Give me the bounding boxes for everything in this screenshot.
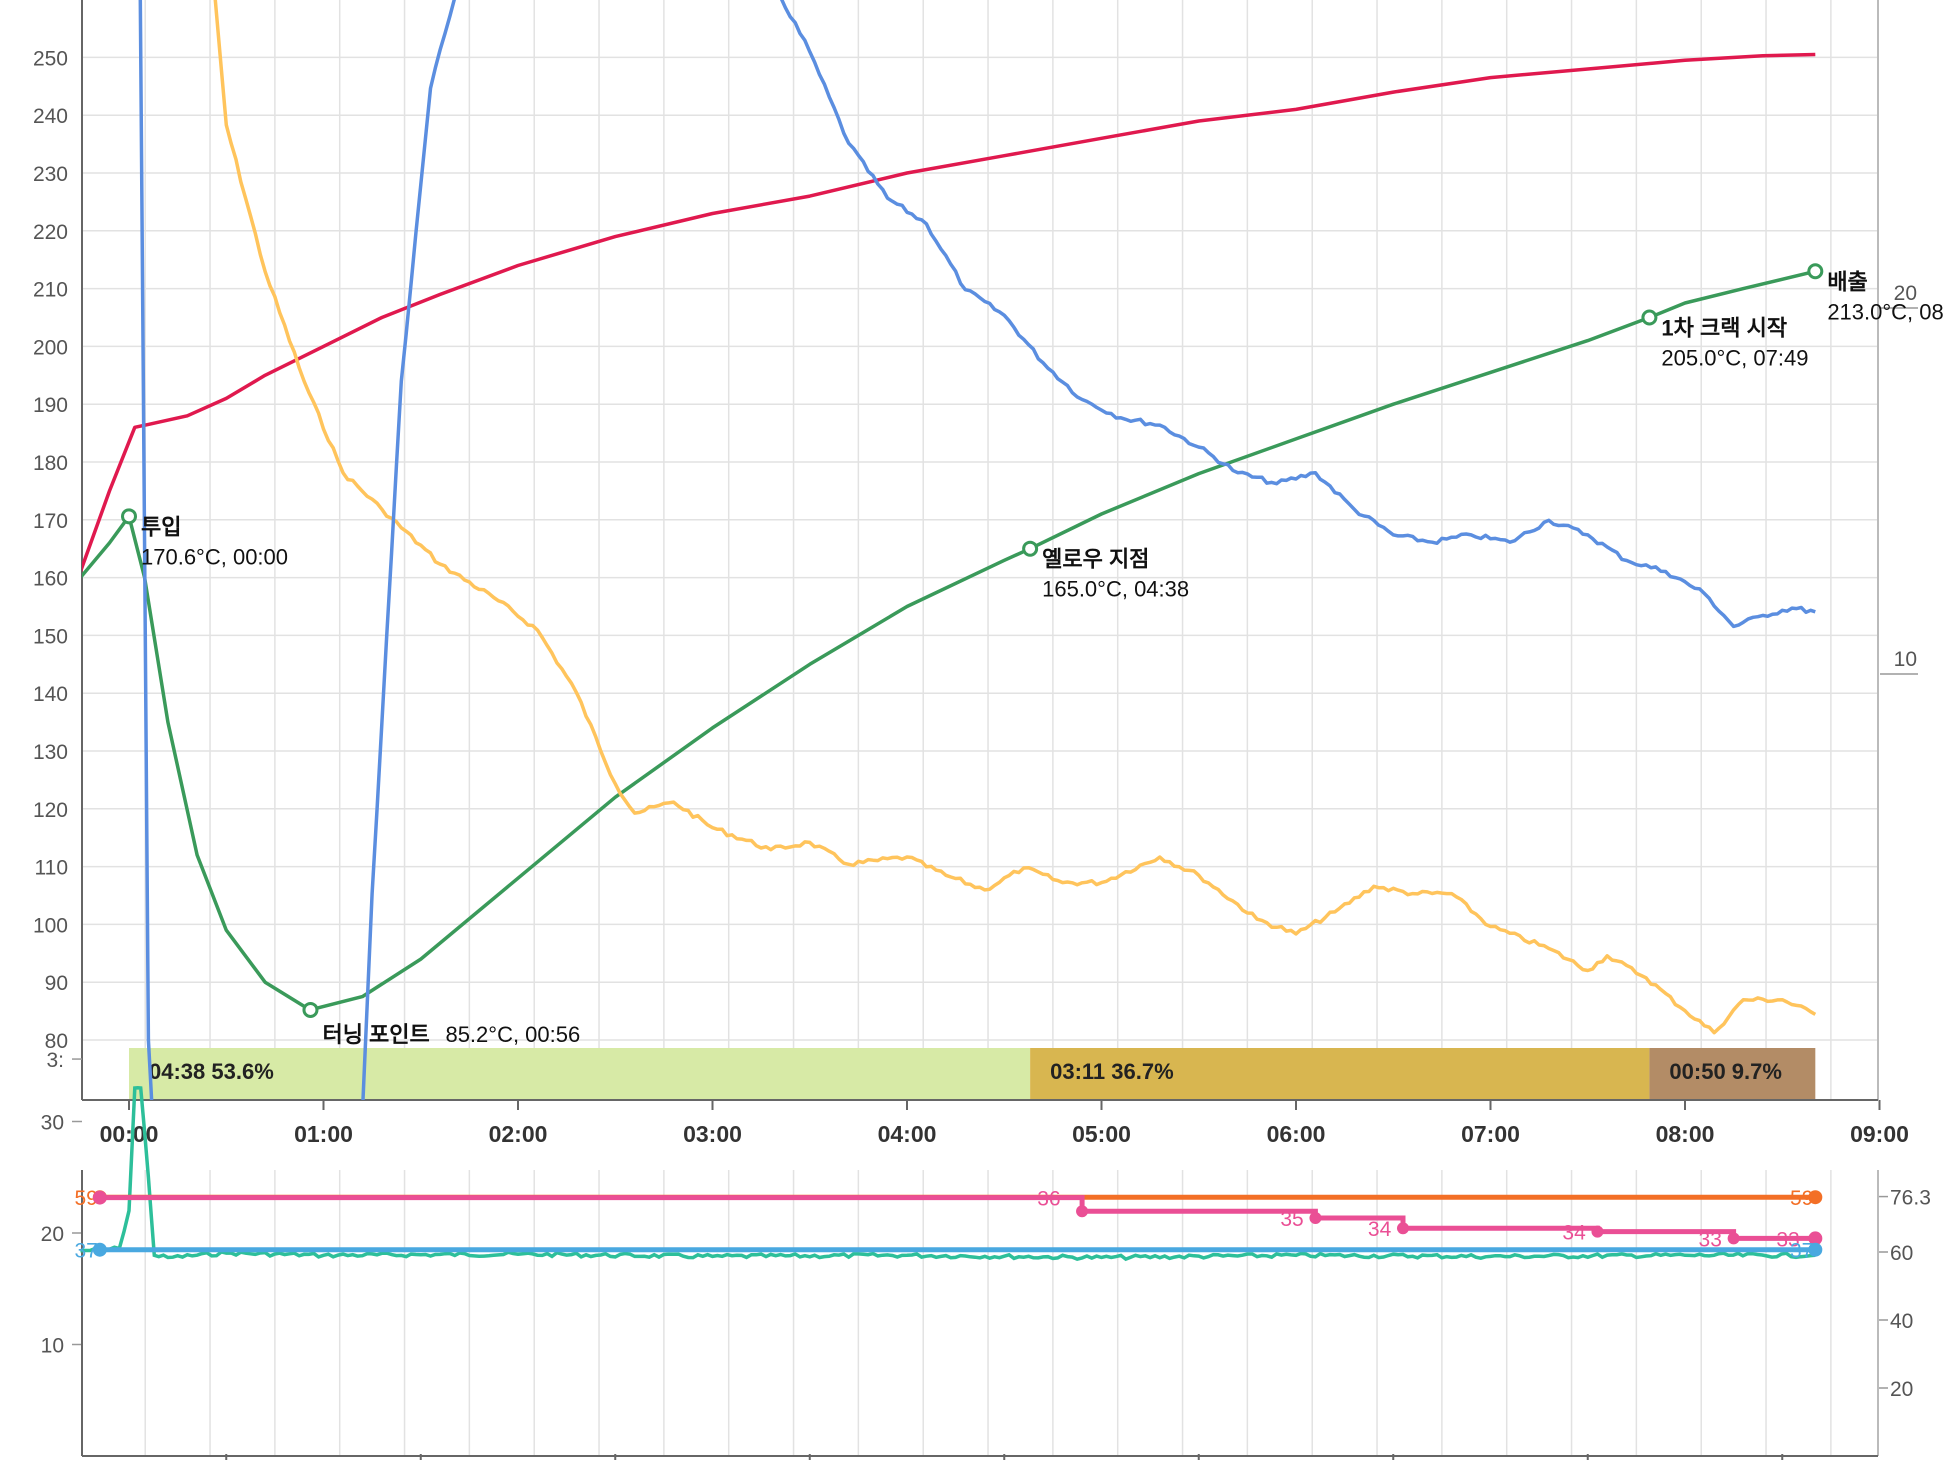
- sub-series-blue-end: [1808, 1242, 1823, 1257]
- event-title: 배출: [1827, 269, 1867, 294]
- sub-series-pink: [99, 1195, 1816, 1241]
- sub-y-tick-label: 30: [41, 1112, 64, 1135]
- x-tick-label: 06:00: [1267, 1121, 1326, 1147]
- event-detail: 170.6°C, 00:00: [141, 544, 288, 569]
- sub-y-tick-label: 10: [41, 1335, 64, 1358]
- x-tick-label: 05:00: [1072, 1121, 1131, 1147]
- x-tick-label: 08:00: [1656, 1121, 1715, 1147]
- y2-tick-label: 20: [1894, 282, 1917, 305]
- event-marker: [1022, 540, 1039, 557]
- event-title: 1차 크랙 시작: [1661, 316, 1787, 341]
- phase-bar-3: [1649, 1048, 1816, 1100]
- y-tick-label: 130: [33, 741, 68, 764]
- y-tick-label: 80: [45, 1030, 68, 1053]
- y-tick-label: 100: [33, 914, 68, 937]
- sub-series-blue-label: 37: [74, 1240, 97, 1263]
- sub-series-pink-label: 35: [1280, 1208, 1303, 1231]
- phase-bar-2: [1030, 1048, 1650, 1100]
- y-tick-label: 120: [33, 799, 68, 822]
- event-marker: [121, 508, 137, 525]
- event-detail: 85.2°C, 00:56: [445, 1022, 580, 1047]
- sub-series-teal: [80, 1085, 1816, 1262]
- sub-series-pink-start: [92, 1190, 107, 1205]
- sub-series-pink-label: 34: [1562, 1222, 1586, 1245]
- sub-y2-tick-label: 20: [1890, 1378, 1913, 1401]
- x-tick-label: 09:00: [1850, 1121, 1909, 1147]
- sub-y2-tick-label: 76.3: [1890, 1187, 1931, 1210]
- x-tick-label: 02:00: [489, 1121, 548, 1147]
- event-marker: [302, 1001, 319, 1018]
- event-detail: 205.0°C, 07:49: [1661, 346, 1808, 371]
- y-tick-label: 140: [33, 683, 68, 706]
- sub-series-pink-dot: [1076, 1205, 1089, 1218]
- y-tick-label: 220: [33, 221, 68, 244]
- series-line-et: [82, 52, 1816, 573]
- event-title: 터닝 포인트: [322, 1022, 429, 1047]
- sub-y2-tick-label: 40: [1890, 1310, 1913, 1333]
- y-tick-label: 190: [33, 394, 68, 417]
- sub-series-pink-label: 33: [1699, 1228, 1722, 1251]
- x-tick-label: 07:00: [1461, 1121, 1520, 1147]
- phase-bar-1: [129, 1048, 1031, 1100]
- sub-series-orange-label: 59: [1790, 1187, 1813, 1210]
- event-detail: 213.0°C, 08: [1827, 299, 1943, 324]
- sub-series-pink-label: 34: [1368, 1218, 1392, 1241]
- y-tick-label: 90: [45, 972, 68, 995]
- series-line-bt: [82, 269, 1816, 1012]
- y-tick-label: 160: [33, 568, 68, 591]
- y-tick-label: 170: [33, 510, 68, 533]
- sub-series-orange-label: 59: [74, 1187, 97, 1210]
- phase-label-3: 00:50 9.7%: [1669, 1059, 1782, 1084]
- event-title: 옐로우 지점: [1042, 547, 1149, 572]
- series-line-et_ror: [213, 0, 1817, 1035]
- sub-series-pink-dot: [1396, 1222, 1409, 1235]
- sub-series-pink-dot: [1309, 1212, 1322, 1224]
- sub-series-blue-label: 37: [1790, 1240, 1813, 1263]
- sub-y-tick-label: 20: [41, 1223, 64, 1246]
- y-tick-label: 240: [33, 105, 68, 128]
- x-tick-label: 01:00: [294, 1121, 353, 1147]
- event-title: 투입: [141, 514, 181, 539]
- sub-series-pink-dot: [1727, 1232, 1740, 1245]
- sub-series-blue-start: [92, 1242, 107, 1257]
- event-marker: [1641, 309, 1658, 326]
- y-tick-label: 230: [33, 163, 68, 186]
- y-tick-label: 210: [33, 279, 68, 302]
- x-tick-label: 04:00: [878, 1121, 937, 1147]
- sub-series-pink-end: [1808, 1231, 1823, 1246]
- event-detail: 165.0°C, 04:38: [1042, 577, 1189, 602]
- x-tick-label: 00:00: [100, 1121, 159, 1147]
- phase-label-2: 03:11 36.7%: [1050, 1059, 1174, 1084]
- sub-series-pink-dot: [1591, 1225, 1604, 1238]
- y-tick-label: 150: [33, 625, 68, 648]
- sub-series-pink-label: 36: [1037, 1188, 1060, 1211]
- sub-series-orange-end: [1808, 1190, 1823, 1205]
- event-marker: [1807, 263, 1824, 280]
- sub-y2-tick-label: 60: [1890, 1242, 1913, 1265]
- phase-label-1: 04:38 53.6%: [149, 1059, 274, 1084]
- y-tick-label: 180: [33, 452, 68, 475]
- sub-series-pink-label: 33: [1776, 1228, 1799, 1251]
- x-tick-label: 03:00: [683, 1121, 742, 1147]
- y-tick-label: 250: [33, 47, 68, 70]
- plot-area: [82, 0, 1817, 1100]
- y-tick-label: 110: [35, 857, 68, 880]
- series-line-ror: [138, 0, 1816, 1100]
- y2-tick-label: 10: [1894, 648, 1917, 671]
- sub-y-tick-label: 3:: [46, 1049, 64, 1072]
- y-tick-label: 200: [33, 336, 68, 359]
